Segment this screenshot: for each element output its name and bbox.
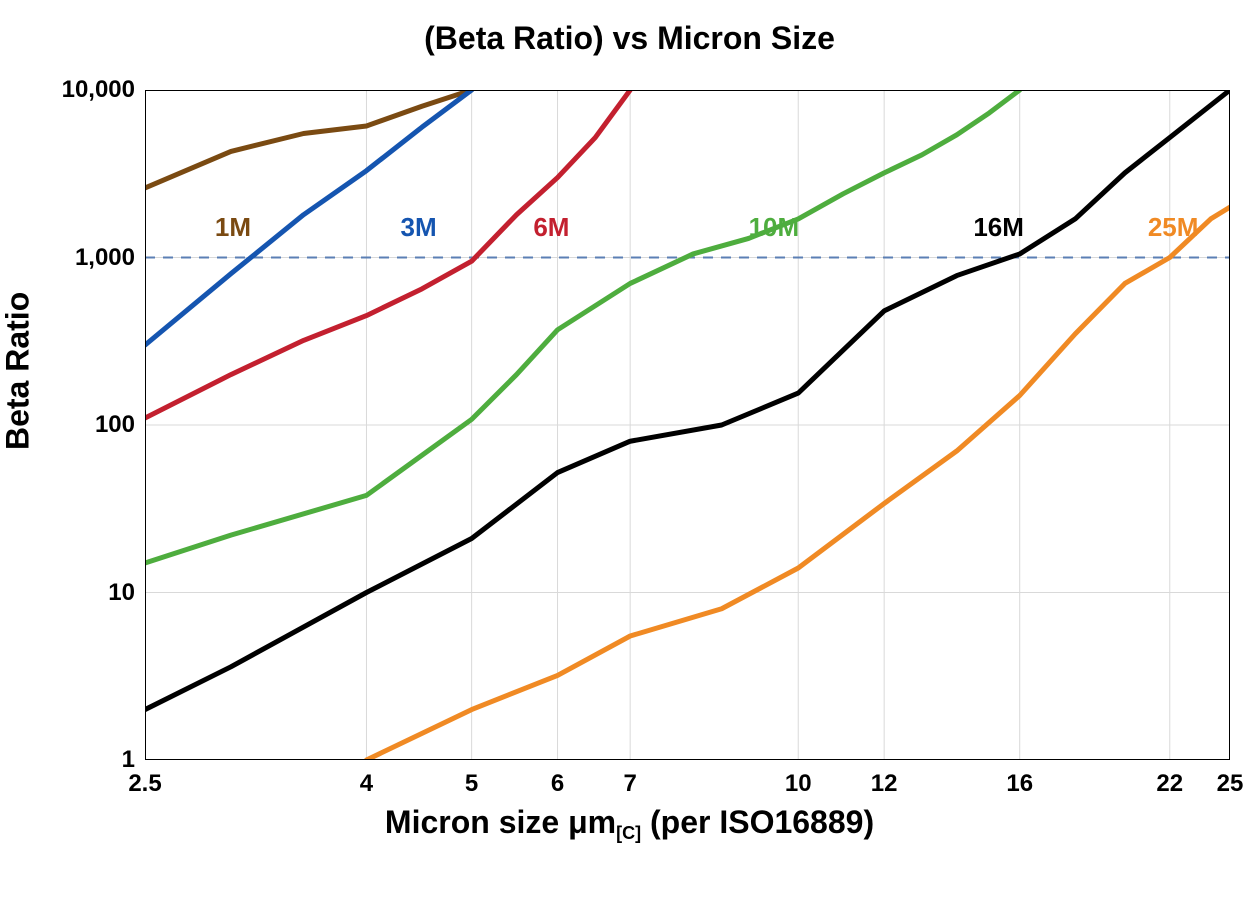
x-tick-label: 2.5 — [128, 770, 161, 798]
series-label-1m: 1M — [215, 212, 251, 243]
x-tick-label: 10 — [785, 770, 812, 798]
chart-title: (Beta Ratio) vs Micron Size — [0, 20, 1259, 57]
series-label-16m: 16M — [973, 212, 1024, 243]
series-label-3m: 3M — [401, 212, 437, 243]
x-tick-label: 12 — [871, 770, 898, 798]
series-label-6m: 6M — [533, 212, 569, 243]
x-tick-label: 4 — [360, 770, 373, 798]
y-tick-label: 1,000 — [25, 244, 135, 272]
x-tick-label: 6 — [551, 770, 564, 798]
x-tick-label: 25 — [1217, 770, 1244, 798]
y-tick-label: 10 — [25, 579, 135, 607]
x-tick-label: 7 — [623, 770, 636, 798]
x-axis-label: Micron size μm[C] (per ISO16889) — [0, 804, 1259, 841]
x-tick-label: 16 — [1006, 770, 1033, 798]
series-label-25m: 25M — [1148, 212, 1199, 243]
plot-area — [145, 90, 1230, 760]
x-tick-label: 22 — [1156, 770, 1183, 798]
y-tick-label: 100 — [25, 411, 135, 439]
y-tick-label: 10,000 — [25, 76, 135, 104]
y-tick-label: 1 — [25, 746, 135, 774]
x-tick-label: 5 — [465, 770, 478, 798]
series-label-10m: 10M — [749, 212, 800, 243]
